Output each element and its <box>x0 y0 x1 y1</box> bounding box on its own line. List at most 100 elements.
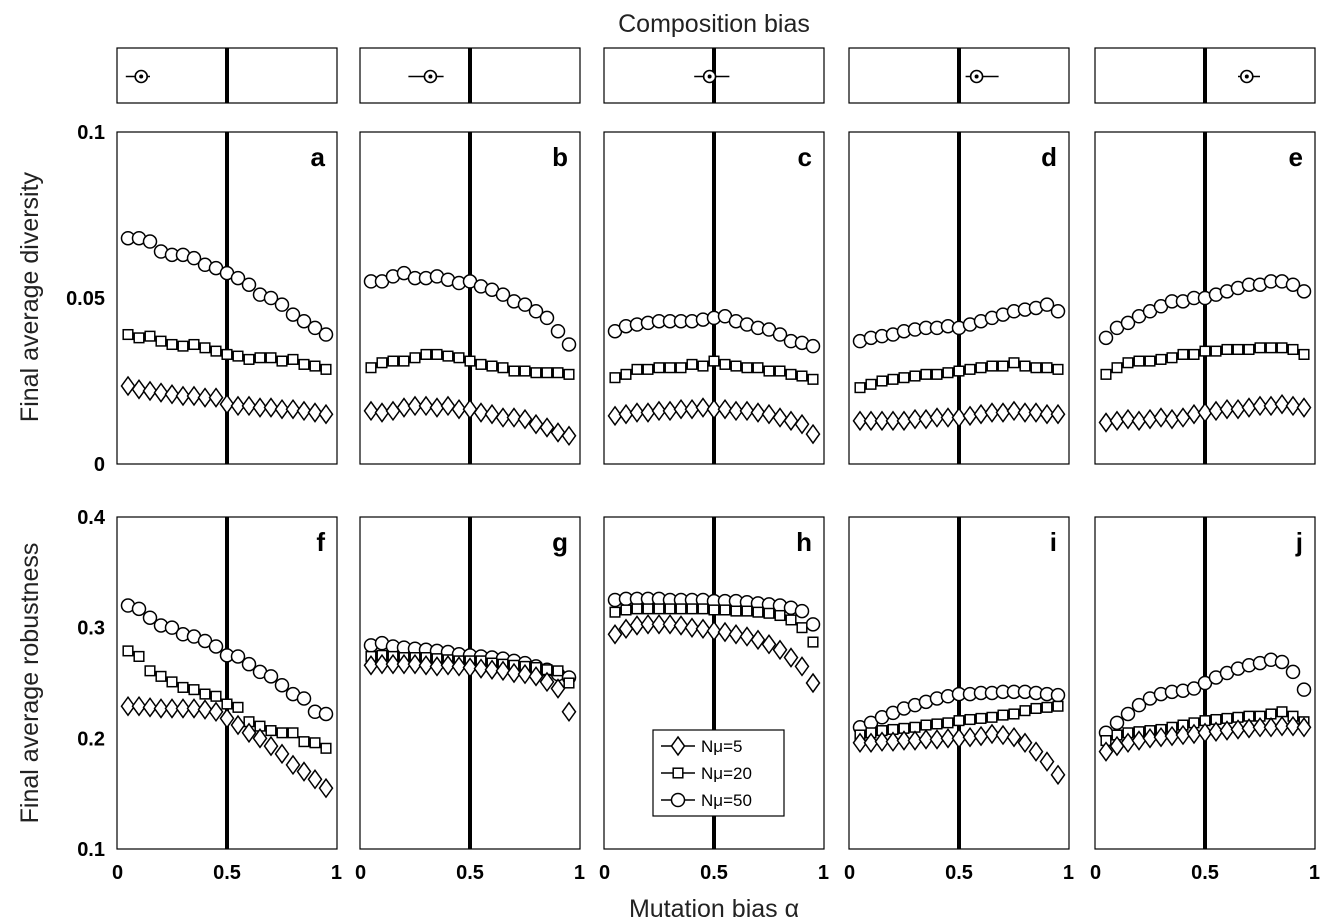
data-point <box>1166 352 1178 364</box>
data-point <box>495 287 511 302</box>
data-point <box>440 395 456 417</box>
data-point <box>995 402 1011 423</box>
data-point <box>931 718 943 730</box>
data-point <box>697 360 709 372</box>
series-circle <box>607 309 821 354</box>
series-square <box>122 328 332 375</box>
data-point <box>794 603 810 619</box>
data-point <box>642 603 654 615</box>
data-point <box>462 398 478 420</box>
series-circle <box>120 230 334 342</box>
data-point <box>986 360 998 372</box>
data-point <box>177 681 189 693</box>
data-point <box>495 407 511 428</box>
data-point <box>307 768 323 790</box>
data-point <box>807 636 819 648</box>
data-point <box>517 297 533 312</box>
data-point <box>320 363 332 375</box>
data-point <box>1131 697 1147 713</box>
composition-bias-title: Composition bias <box>618 10 810 38</box>
data-point <box>865 378 877 390</box>
data-point <box>1276 342 1288 354</box>
data-point <box>318 706 334 722</box>
data-point <box>309 737 321 749</box>
data-point <box>706 398 722 420</box>
data-point <box>1285 715 1301 737</box>
data-point <box>1219 398 1235 420</box>
data-point <box>728 400 744 422</box>
data-point <box>1142 408 1158 430</box>
legend-marker <box>670 735 686 757</box>
data-point <box>783 647 799 668</box>
data-point <box>1274 715 1290 737</box>
data-point <box>1008 708 1020 720</box>
data-point <box>285 398 301 420</box>
data-point <box>1208 400 1224 422</box>
data-point <box>1008 357 1020 369</box>
panel-h: h 0 0.5 1 <box>599 516 829 884</box>
data-point <box>429 656 445 677</box>
data-point <box>387 355 399 367</box>
series-diamond <box>363 395 577 447</box>
data-point <box>232 350 244 362</box>
data-point <box>942 367 954 379</box>
data-point <box>805 617 821 632</box>
x-tick-label: 1 <box>818 862 829 884</box>
data-point <box>320 742 332 754</box>
data-point <box>730 360 742 372</box>
composition-bias-strip <box>359 47 581 104</box>
data-point <box>232 701 244 713</box>
series-circle <box>607 591 821 632</box>
data-point <box>188 684 200 696</box>
data-point <box>122 645 134 657</box>
data-point <box>420 348 432 360</box>
data-point <box>484 403 500 425</box>
data-point <box>1276 706 1288 718</box>
data-point <box>199 688 211 700</box>
composition-bias-strip <box>603 47 825 104</box>
data-point <box>385 653 401 675</box>
data-point <box>197 699 213 720</box>
data-point <box>552 665 564 677</box>
data-point <box>973 403 989 425</box>
data-point <box>274 743 290 765</box>
data-point <box>772 407 788 428</box>
panel-a: a 0 0.05 0.1 <box>66 122 338 476</box>
data-point <box>664 603 676 615</box>
data-point <box>528 304 544 319</box>
data-point <box>230 714 246 736</box>
data-point <box>642 363 654 375</box>
data-point <box>131 379 147 400</box>
data-point <box>550 678 566 699</box>
y-axis-title-robustness: Final average robustness <box>16 543 44 824</box>
data-point <box>539 417 555 438</box>
x-tick-label: 0.5 <box>945 862 973 884</box>
data-point <box>1017 732 1033 754</box>
data-point <box>142 234 158 249</box>
data-point <box>265 352 277 364</box>
data-point <box>1274 654 1290 670</box>
panel-g: g 0 0.5 1 <box>355 516 585 884</box>
data-point <box>1164 408 1180 430</box>
composition-bias-strip <box>116 47 338 104</box>
data-point <box>909 370 921 382</box>
data-point <box>854 382 866 394</box>
series-square <box>365 348 575 380</box>
data-point <box>1039 751 1055 772</box>
data-point <box>1199 345 1211 357</box>
data-point <box>166 338 178 351</box>
data-point <box>530 367 542 379</box>
composition-mean-dot <box>707 74 712 79</box>
data-point <box>243 353 255 365</box>
data-point <box>1252 395 1268 417</box>
data-point <box>896 730 912 751</box>
panel-d: d <box>848 131 1070 465</box>
data-point <box>296 691 312 706</box>
data-point <box>772 639 788 661</box>
data-point <box>940 407 956 428</box>
data-point <box>1098 330 1114 346</box>
data-point <box>1120 315 1136 331</box>
data-point <box>706 620 722 642</box>
panel-label: i <box>1050 527 1057 557</box>
